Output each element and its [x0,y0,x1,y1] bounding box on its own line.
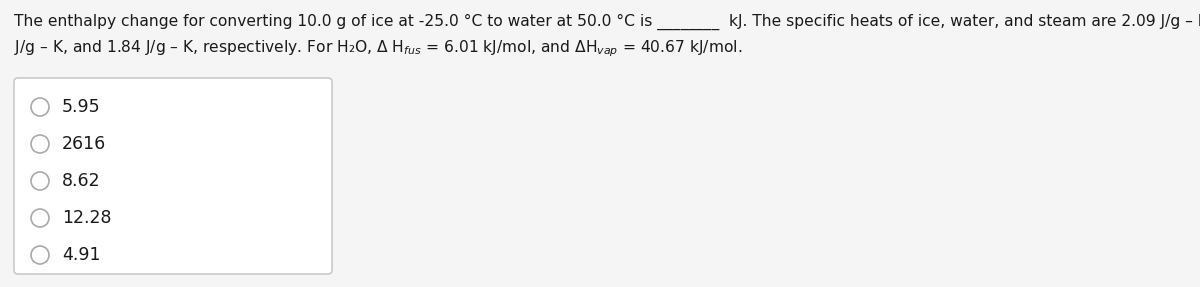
Text: 2616: 2616 [62,135,107,153]
Text: 12.28: 12.28 [62,209,112,227]
Text: 8.62: 8.62 [62,172,101,190]
FancyBboxPatch shape [14,78,332,274]
Text: J/g – K, and 1.84 J/g – K, respectively. For H₂O, Δ H$_{fus}$ = 6.01 kJ/mol, and: J/g – K, and 1.84 J/g – K, respectively.… [14,38,743,59]
Circle shape [31,209,49,227]
Text: The enthalpy change for converting 10.0 g of ice at -25.0 °C to water at 50.0 °C: The enthalpy change for converting 10.0 … [14,14,1200,30]
Circle shape [31,172,49,190]
Text: 5.95: 5.95 [62,98,101,116]
Text: 4.91: 4.91 [62,246,101,264]
Circle shape [31,98,49,116]
Circle shape [31,246,49,264]
Circle shape [31,135,49,153]
